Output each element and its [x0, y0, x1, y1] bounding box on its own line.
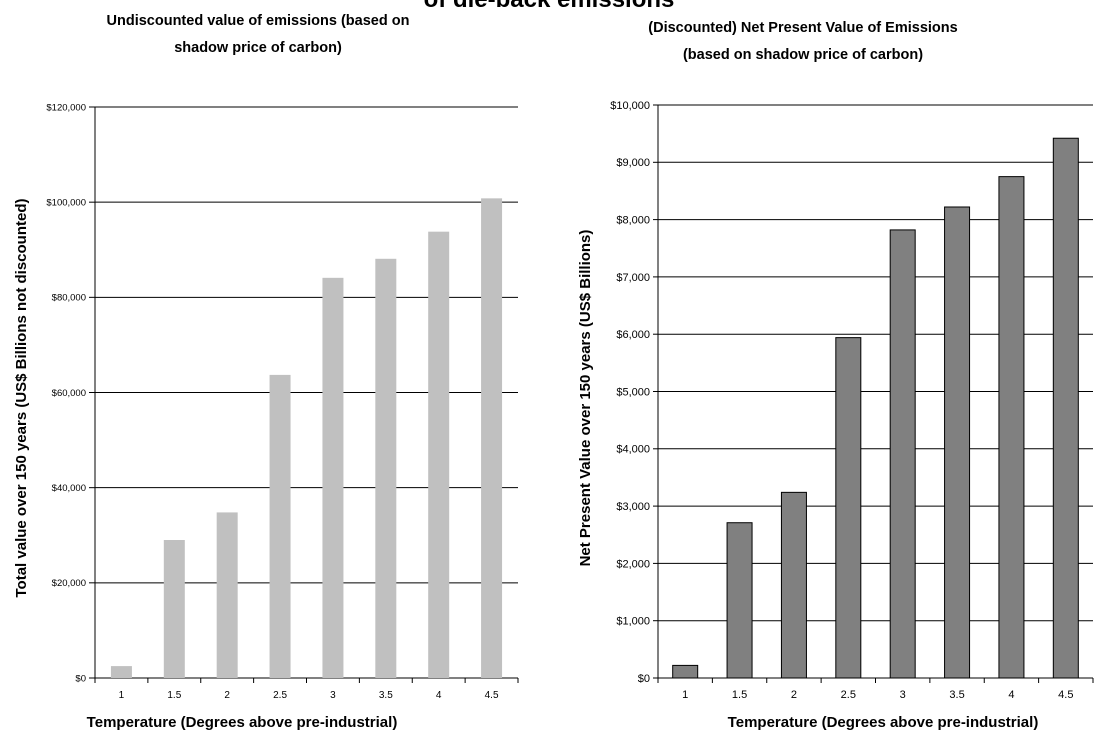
y-tick-label: $2,000 [616, 558, 650, 570]
y-tick-label: $100,000 [46, 197, 86, 208]
x-tick-label: 4.5 [1058, 689, 1073, 701]
y-tick-label: $7,000 [616, 272, 650, 284]
y-tick-label: $80,000 [52, 293, 86, 304]
chart-title-line: Undiscounted value of emissions (based o… [107, 13, 410, 29]
y-tick-label: $40,000 [52, 483, 86, 494]
y-axis-label: Net Present Value over 150 years (US$ Bi… [577, 230, 594, 567]
y-tick-label: $1,000 [616, 616, 650, 628]
y-tick-label: $0 [75, 673, 86, 684]
chart-title-line: shadow price of carbon) [174, 40, 342, 56]
x-tick-label: 2 [791, 689, 797, 701]
bar-4-5 [1052, 137, 1079, 679]
bar-4 [428, 231, 450, 678]
x-tick-label: 4 [436, 690, 442, 701]
x-tick-label: 2.5 [273, 690, 287, 701]
x-tick-label: 3.5 [949, 689, 964, 701]
y-tick-label: $3,000 [616, 501, 650, 513]
x-tick-label: 2.5 [841, 689, 856, 701]
chart-title-line: (based on shadow price of carbon) [683, 47, 923, 63]
bar-1-5 [726, 522, 753, 679]
x-tick-label: 1.5 [167, 690, 181, 701]
y-tick-label: $20,000 [52, 578, 86, 589]
bar-3 [322, 277, 344, 678]
bar-2 [216, 512, 238, 678]
bar-3-5 [944, 206, 971, 679]
x-tick-label: 4 [1008, 689, 1014, 701]
y-tick-label: $10,000 [610, 100, 650, 112]
y-tick-label: $9,000 [616, 157, 650, 169]
y-tick-label: $6,000 [616, 329, 650, 341]
bar-2-5 [269, 374, 291, 678]
y-tick-label: $60,000 [52, 388, 86, 399]
bar-3 [889, 229, 916, 679]
x-tick-label: 1.5 [732, 689, 747, 701]
y-tick-label: $8,000 [616, 214, 650, 226]
y-tick-label: $5,000 [616, 386, 650, 398]
bar-1 [672, 664, 699, 679]
y-tick-label: $4,000 [616, 444, 650, 456]
chart-title-line: (Discounted) Net Present Value of Emissi… [648, 20, 957, 36]
bar-4 [998, 176, 1025, 679]
x-tick-label: 3.5 [379, 690, 393, 701]
x-tick-label: 4.5 [485, 690, 499, 701]
x-axis-label: Temperature (Degrees above pre-industria… [728, 714, 1039, 731]
y-tick-label: $120,000 [46, 102, 86, 113]
bar-3-5 [375, 258, 397, 678]
main-title: of die-back emissions [0, 0, 1098, 14]
y-tick-label: $0 [638, 673, 650, 685]
bar-1 [110, 666, 132, 678]
bar-2-5 [835, 337, 862, 679]
y-axis-label: Total value over 150 years (US$ Billions… [13, 199, 30, 598]
x-tick-label: 2 [224, 690, 230, 701]
bar-2 [780, 491, 807, 679]
x-tick-label: 3 [330, 690, 336, 701]
x-axis-label: Temperature (Degrees above pre-industria… [87, 714, 398, 731]
bar-1-5 [163, 540, 185, 678]
x-tick-label: 1 [119, 690, 125, 701]
x-tick-label: 1 [682, 689, 688, 701]
bar-4-5 [481, 198, 503, 679]
x-tick-label: 3 [900, 689, 906, 701]
